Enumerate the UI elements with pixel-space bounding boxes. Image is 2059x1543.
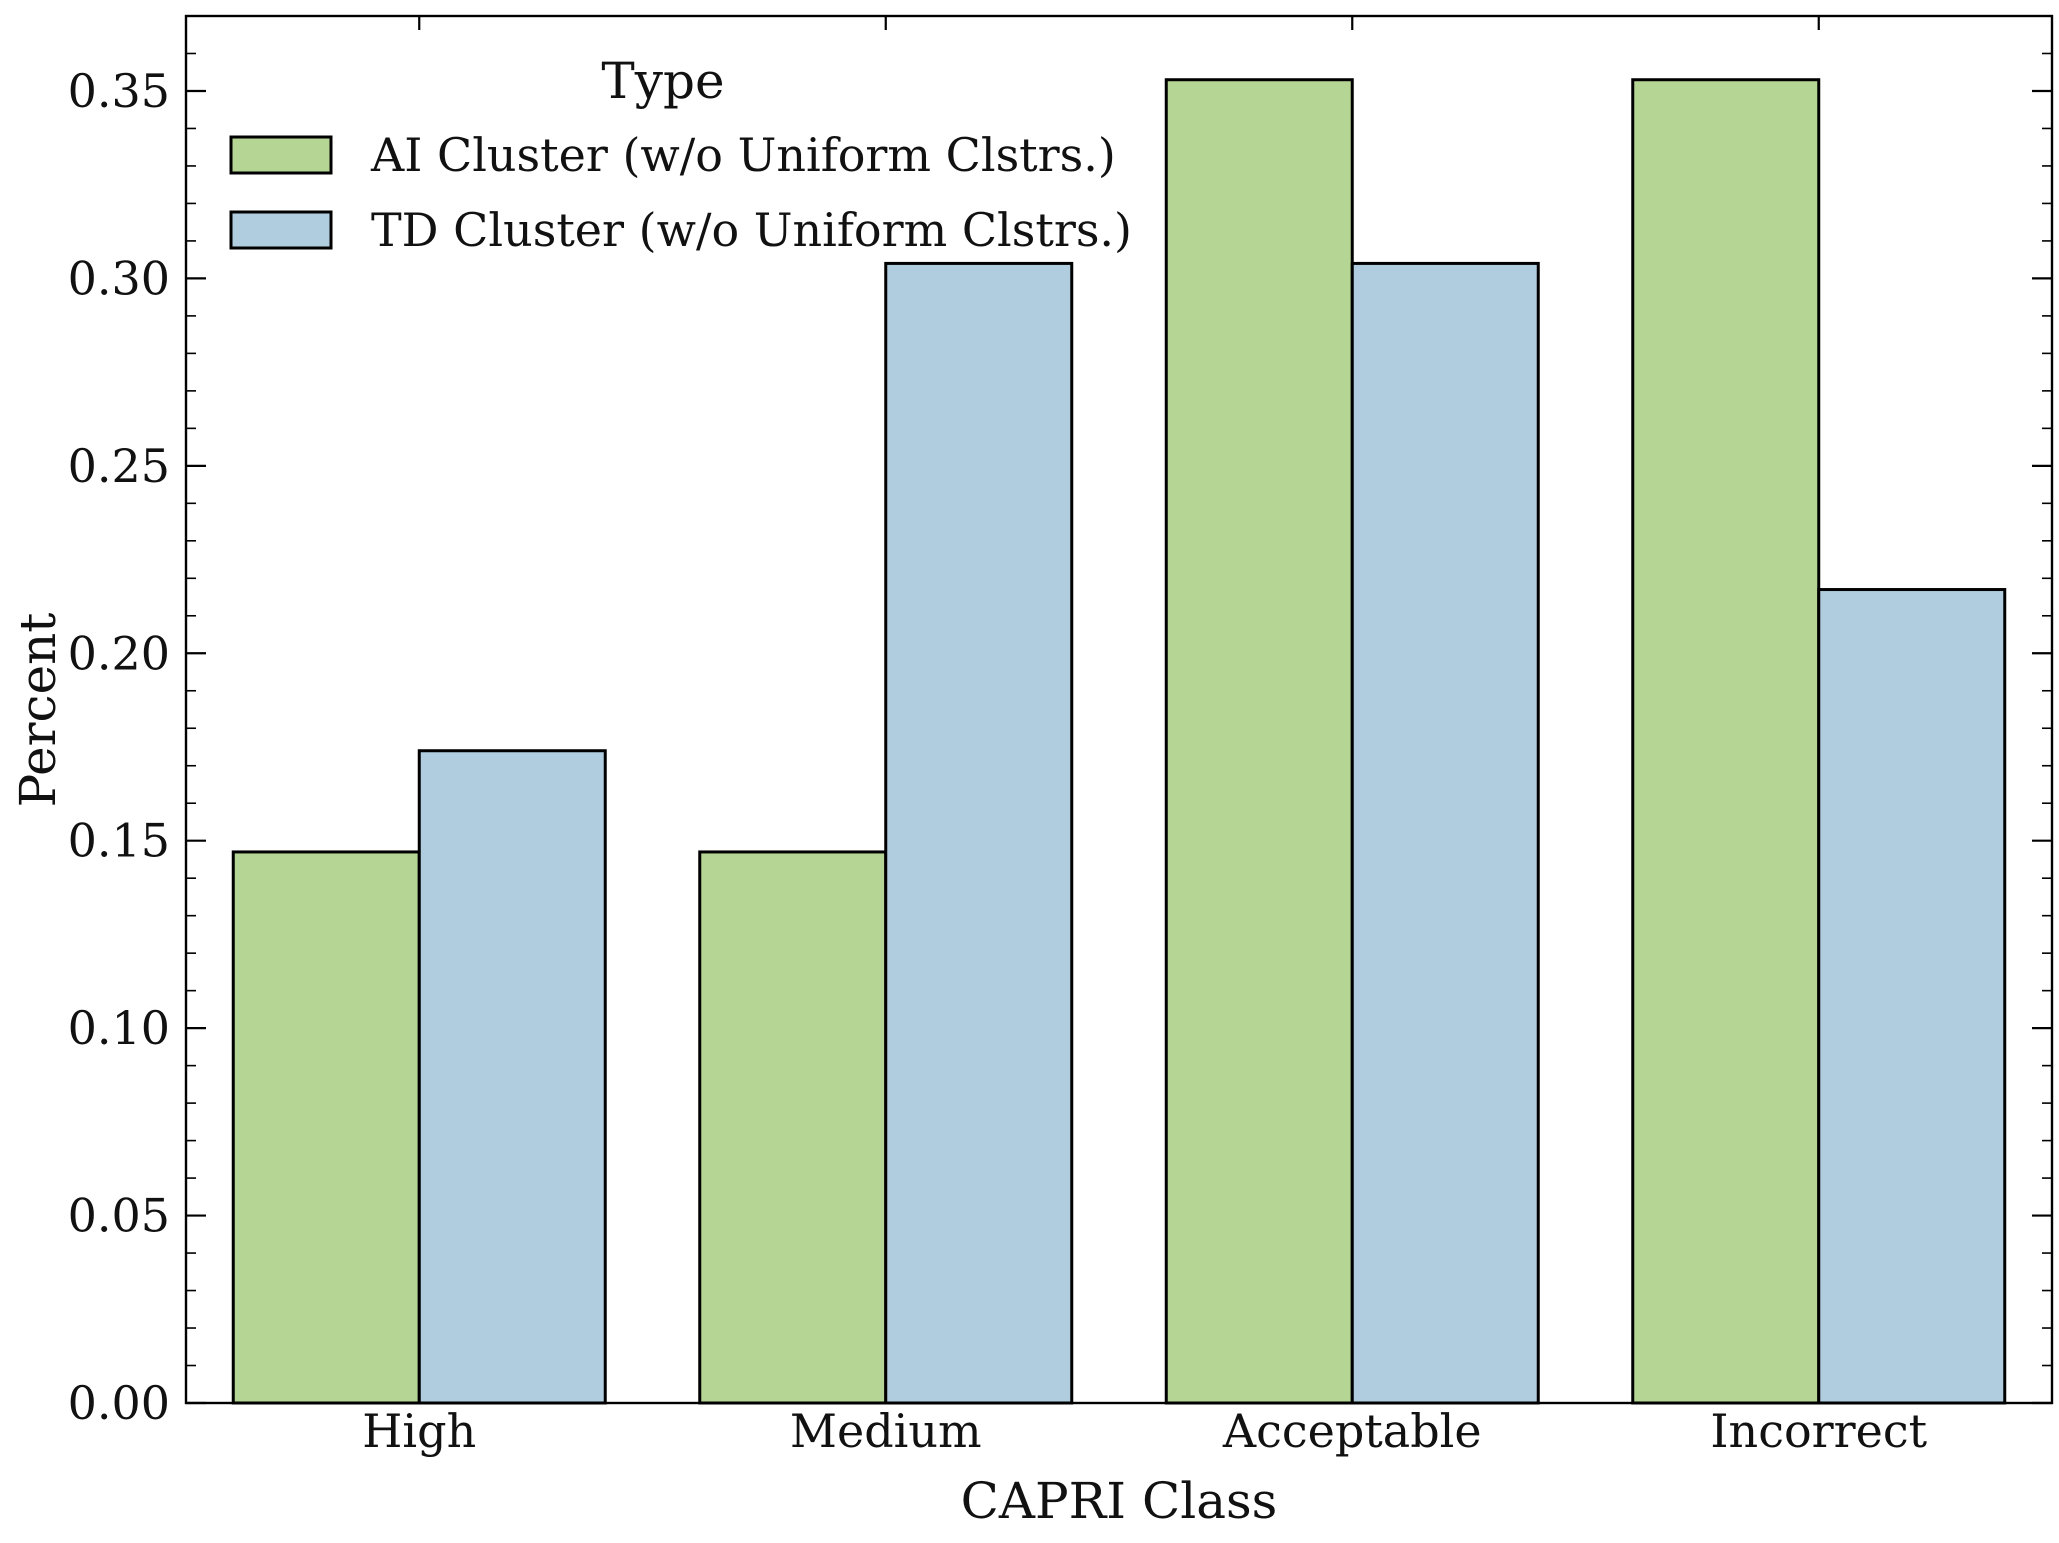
- bar-ai-acceptable: [1164, 78, 1354, 1405]
- y-tick-label: 0.15: [68, 814, 170, 868]
- legend-swatch-td-cluster: [229, 210, 333, 250]
- bar-td-medium: [884, 261, 1074, 1405]
- y-axis-label: Percent: [9, 613, 67, 808]
- plot-frame: [184, 14, 2054, 1405]
- x-tick-label-incorrect: Incorrect: [1710, 1404, 1927, 1458]
- y-tick-label: 0.00: [68, 1376, 170, 1430]
- bar-td-incorrect: [1817, 588, 2007, 1405]
- bar-ai-incorrect: [1631, 78, 1821, 1405]
- legend: Type AI Cluster (w/o Uniform Clstrs.) TD…: [229, 52, 1132, 257]
- y-tick-label: 0.30: [68, 251, 170, 305]
- y-tick-label: 0.20: [68, 626, 170, 680]
- y-tick-label: 0.05: [68, 1189, 170, 1243]
- minor-ticks: [186, 15, 2052, 1367]
- x-tick-label-medium: Medium: [790, 1404, 982, 1458]
- y-tick-label: 0.10: [68, 1001, 170, 1055]
- legend-title: Type: [601, 52, 724, 110]
- x-tick-label-acceptable: Acceptable: [1222, 1404, 1482, 1458]
- legend-label-ai-cluster: AI Cluster (w/o Uniform Clstrs.): [370, 128, 1116, 182]
- bar-ai-medium: [698, 850, 888, 1405]
- bar-td-high: [417, 749, 607, 1405]
- y-tick-label: 0.25: [68, 439, 170, 493]
- y-tick-label: 0.35: [68, 64, 170, 118]
- bar-ai-high: [231, 850, 421, 1405]
- bars: [231, 78, 2007, 1405]
- y-tick-labels: 0.00 0.05 0.10 0.15 0.20 0.25 0.30 0.35: [68, 64, 170, 1430]
- bar-td-acceptable: [1350, 261, 1540, 1405]
- x-axis-label: CAPRI Class: [961, 1472, 1278, 1530]
- legend-swatch-ai-cluster: [229, 135, 333, 175]
- x-tick-labels: High Medium Acceptable Incorrect: [362, 1404, 1927, 1458]
- legend-label-td-cluster: TD Cluster (w/o Uniform Clstrs.): [371, 203, 1132, 257]
- x-tick-label-high: High: [362, 1404, 476, 1458]
